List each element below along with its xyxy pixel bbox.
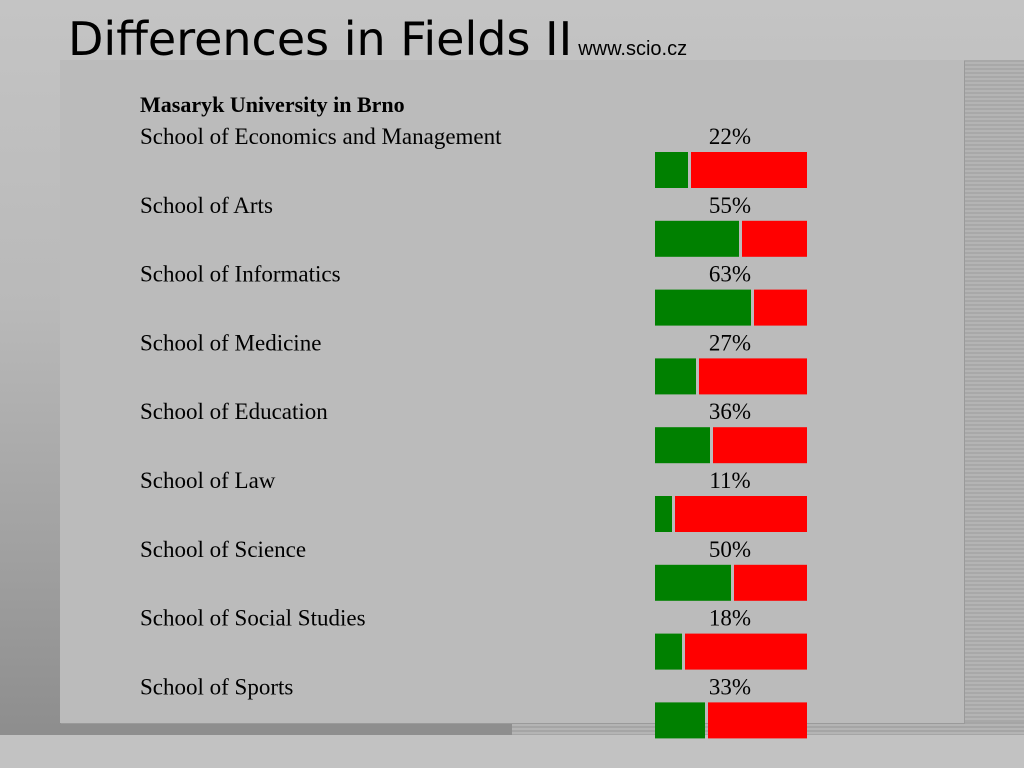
chart-title: Masaryk University in Brno	[140, 92, 405, 117]
value-bar	[655, 152, 688, 188]
remainder-bar	[675, 496, 807, 532]
remainder-bar	[708, 702, 807, 739]
value-label: 36%	[709, 399, 751, 424]
value-bar	[655, 358, 696, 395]
value-bar	[655, 427, 710, 464]
slide-title-text: Differences in Fields II	[68, 12, 573, 66]
value-label: 33%	[709, 674, 751, 699]
remainder-bar	[685, 633, 807, 670]
value-label: 27%	[709, 330, 751, 355]
value-bar	[655, 289, 751, 326]
value-bar	[655, 633, 682, 670]
category-label: School of Social Studies	[140, 606, 366, 631]
category-label: School of Economics and Management	[140, 124, 502, 149]
category-label: School of Sports	[140, 674, 293, 699]
remainder-bar	[699, 358, 807, 395]
value-label: 22%	[709, 124, 751, 149]
slide-title: Differences in Fields II www.scio.cz	[68, 14, 687, 65]
value-label: 55%	[709, 193, 751, 218]
remainder-bar	[691, 152, 807, 188]
background-stripes-right	[960, 60, 1024, 735]
background-bottom-band	[0, 735, 1024, 768]
category-label: School of Law	[140, 468, 276, 493]
remainder-bar	[742, 220, 807, 257]
value-label: 50%	[709, 537, 751, 562]
value-bar	[655, 702, 705, 739]
source-url: www.scio.cz	[578, 38, 688, 60]
value-bar	[655, 220, 739, 257]
remainder-bar	[734, 564, 807, 601]
category-label: School of Arts	[140, 193, 273, 218]
value-bar	[655, 496, 672, 532]
category-label: School of Informatics	[140, 262, 341, 287]
remainder-bar	[713, 427, 807, 464]
value-label: 63%	[709, 262, 751, 287]
category-label: School of Education	[140, 399, 328, 424]
value-bar	[655, 564, 731, 601]
value-label: 11%	[709, 468, 750, 493]
category-label: School of Medicine	[140, 330, 321, 355]
value-label: 18%	[709, 606, 751, 631]
content-panel	[60, 60, 964, 723]
remainder-bar	[754, 289, 807, 326]
category-label: School of Science	[140, 537, 306, 562]
